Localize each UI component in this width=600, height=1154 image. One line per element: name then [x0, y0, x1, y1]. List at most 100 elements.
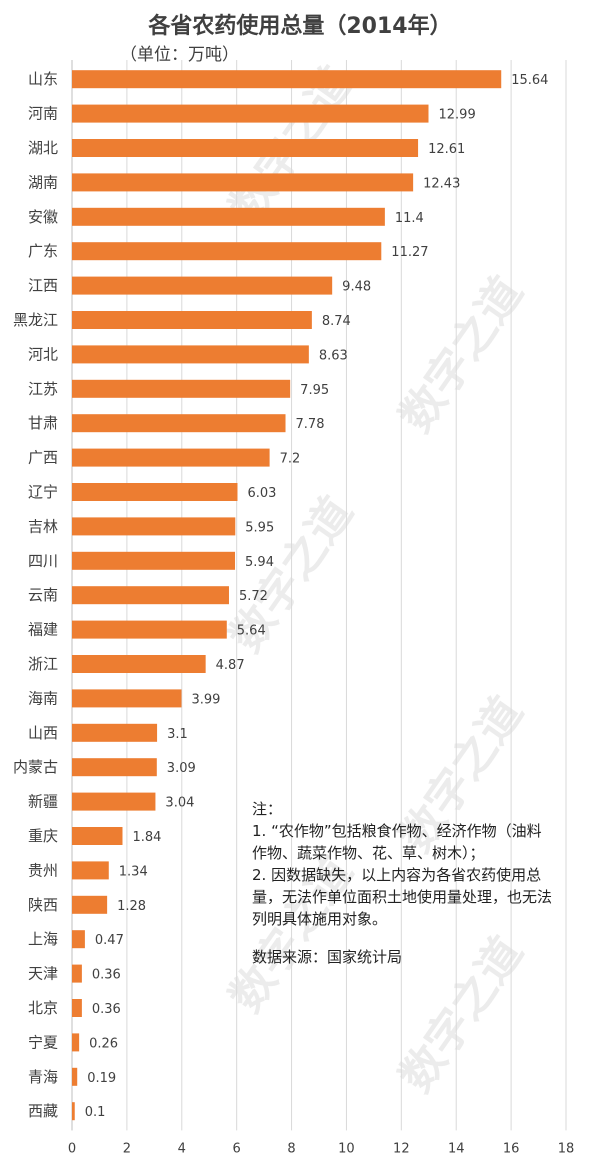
- bar: [72, 448, 270, 467]
- bar: [72, 861, 109, 880]
- category-label: 浙江: [28, 655, 58, 673]
- bar: [72, 242, 382, 261]
- x-tick-label: 2: [123, 1141, 131, 1154]
- category-label: 湖北: [28, 139, 58, 157]
- data-label: 7.2: [280, 452, 301, 467]
- bar: [72, 414, 286, 433]
- category-label: 上海: [28, 930, 58, 948]
- bar: [72, 1102, 75, 1121]
- bar: [72, 792, 156, 811]
- data-label: 0.36: [92, 1002, 121, 1017]
- data-label: 0.26: [89, 1036, 118, 1051]
- category-label: 黑龙江: [13, 311, 58, 329]
- category-label: 西藏: [28, 1102, 58, 1120]
- data-label: 8.63: [319, 348, 348, 363]
- category-label: 北京: [28, 999, 58, 1017]
- category-label: 宁夏: [28, 1033, 58, 1051]
- category-label: 新疆: [28, 793, 58, 811]
- x-tick-label: 0: [68, 1141, 76, 1154]
- category-label: 河北: [28, 345, 58, 363]
- bar: [72, 276, 333, 295]
- data-label: 3.1: [167, 727, 188, 742]
- data-label: 3.99: [192, 692, 221, 707]
- bar: [72, 139, 419, 157]
- bar: [72, 964, 82, 983]
- bar: [72, 620, 227, 639]
- bar: [72, 345, 309, 364]
- bar: [72, 173, 414, 192]
- x-tick-label: 6: [233, 1141, 241, 1154]
- bar: [72, 517, 236, 536]
- chart-title: 各省农药使用总量（2014年）: [148, 14, 452, 39]
- bar: [72, 655, 206, 673]
- category-label: 安徽: [28, 208, 58, 226]
- category-label: 海南: [28, 689, 58, 707]
- note-heading: 注：: [252, 800, 283, 818]
- data-label: 9.48: [342, 280, 371, 295]
- bar: [72, 551, 236, 570]
- data-source: 数据来源：国家统计局: [252, 948, 403, 966]
- category-label: 广东: [28, 242, 58, 260]
- bar: [72, 207, 385, 226]
- note-line-1: 1. “农作物”包括粮食作物、经济作物（油料作物、蔬菜作物、花、草、树木）；: [252, 822, 542, 862]
- data-label: 11.4: [395, 211, 424, 226]
- data-label: 5.95: [245, 520, 274, 535]
- bar: [72, 689, 182, 708]
- data-label: 0.36: [92, 968, 121, 983]
- data-label: 5.64: [237, 624, 266, 639]
- data-label: 7.78: [296, 417, 325, 432]
- category-label: 江苏: [28, 380, 58, 398]
- category-label: 福建: [28, 621, 58, 639]
- x-tick-label: 8: [287, 1141, 295, 1154]
- data-label: 7.95: [300, 383, 329, 398]
- data-label: 6.03: [247, 486, 276, 501]
- category-label: 陕西: [28, 896, 58, 914]
- bar: [72, 930, 85, 949]
- bar: [72, 483, 238, 501]
- bar: [72, 758, 157, 777]
- category-label: 河南: [28, 105, 58, 123]
- category-label: 内蒙古: [13, 758, 58, 776]
- bar: [72, 1033, 80, 1052]
- bar: [72, 723, 158, 742]
- category-label: 山西: [28, 724, 58, 742]
- chart-subtitle: （单位：万吨）: [120, 45, 239, 65]
- x-tick-label: 14: [448, 1141, 465, 1154]
- data-label: 12.61: [428, 142, 465, 157]
- category-label: 吉林: [28, 517, 58, 535]
- data-label: 3.09: [167, 761, 196, 776]
- data-label: 0.19: [87, 1071, 116, 1086]
- category-label: 贵州: [28, 861, 58, 879]
- data-label: 15.64: [511, 73, 548, 88]
- data-label: 0.1: [85, 1105, 106, 1120]
- chart-note: 注： 1. “农作物”包括粮食作物、经济作物（油料作物、蔬菜作物、花、草、树木）…: [252, 798, 552, 968]
- data-label: 0.47: [95, 933, 124, 948]
- category-label: 江西: [28, 277, 58, 295]
- category-label: 山东: [28, 70, 58, 88]
- bar: [72, 1067, 78, 1086]
- data-label: 1.84: [132, 830, 161, 845]
- category-label: 甘肃: [28, 414, 58, 432]
- x-tick-label: 10: [338, 1141, 355, 1154]
- bar: [72, 827, 123, 845]
- category-label: 四川: [28, 552, 58, 570]
- category-label: 天津: [28, 965, 58, 983]
- x-tick-label: 12: [393, 1141, 410, 1154]
- bar: [72, 895, 108, 914]
- category-label: 辽宁: [28, 483, 58, 501]
- category-label: 广西: [28, 449, 58, 467]
- bar: [72, 70, 502, 89]
- bar: [72, 999, 82, 1017]
- bar: [72, 104, 429, 123]
- data-label: 1.28: [117, 899, 146, 914]
- bar: [72, 379, 291, 398]
- data-label: 12.43: [423, 176, 460, 191]
- data-label: 11.27: [391, 245, 428, 260]
- category-label: 云南: [28, 586, 58, 604]
- x-tick-label: 18: [558, 1141, 575, 1154]
- category-label: 湖南: [28, 173, 58, 191]
- note-line-2: 2. 因数据缺失，以上内容为各省农药使用总量，无法作单位面积土地使用量处理，也无…: [252, 866, 553, 928]
- data-label: 8.74: [322, 314, 351, 329]
- bar: [72, 311, 312, 329]
